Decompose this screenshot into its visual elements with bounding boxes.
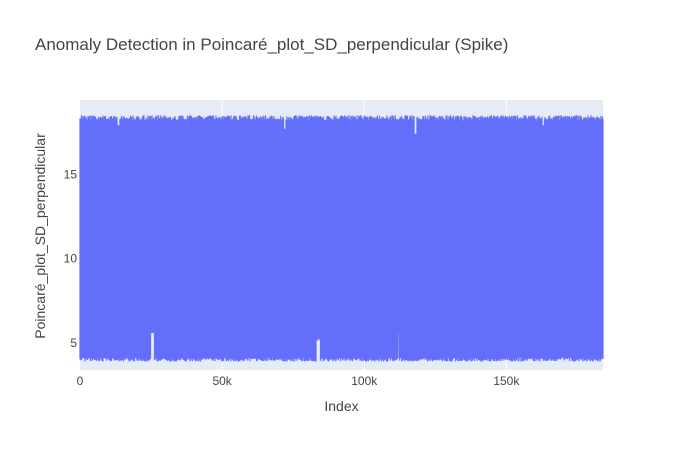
tick-layer: 0 50k 100k 150k 5 10 15 <box>64 167 521 388</box>
x-tick-label: 0 <box>77 374 84 388</box>
y-tick-label: 5 <box>70 336 77 350</box>
series-layer <box>79 115 604 362</box>
chart-title: Anomaly Detection in Poincaré_plot_SD_pe… <box>35 35 508 54</box>
series-line <box>79 115 604 362</box>
y-tick-label: 15 <box>64 167 78 181</box>
x-tick-label: 150k <box>493 374 520 388</box>
x-tick-label: 50k <box>212 374 232 388</box>
x-tick-label: 100k <box>351 374 378 388</box>
y-axis-label: Poincaré_plot_SD_perpendicular <box>32 133 48 339</box>
y-tick-label: 10 <box>64 252 78 266</box>
x-axis-label: Index <box>324 398 358 414</box>
